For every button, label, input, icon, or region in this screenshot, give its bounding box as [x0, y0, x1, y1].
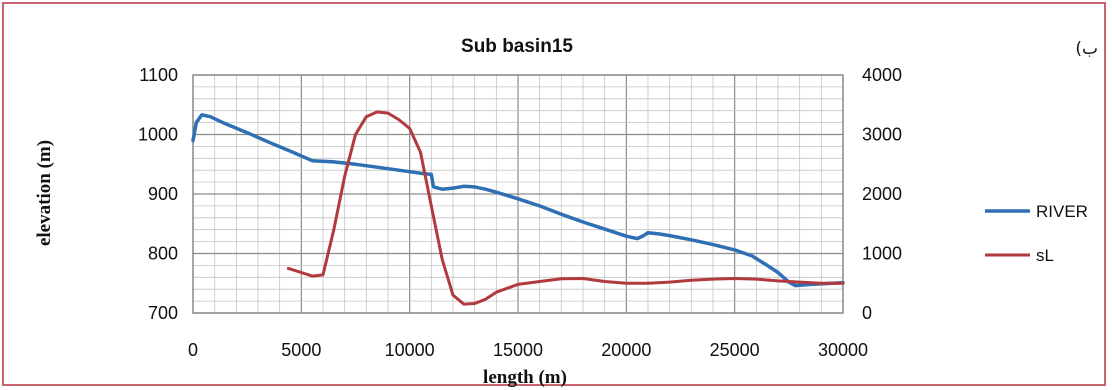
- y2-tick-label: 0: [862, 303, 872, 323]
- x-tick-label: 20000: [601, 340, 651, 360]
- corner-label: (ب: [1075, 39, 1098, 59]
- y2-tick-label: 4000: [862, 65, 902, 85]
- x-tick-label: 15000: [493, 340, 543, 360]
- tick-labels: 0 5000 10000 15000 20000 25000 300007008009001…: [138, 65, 902, 360]
- chart-title: Sub basin15: [461, 36, 573, 57]
- y-tick-label: 800: [148, 244, 178, 264]
- y2-tick-label: 1000: [862, 244, 902, 264]
- y-axis-label: elevation (m): [34, 140, 55, 246]
- y-tick-label: 700: [148, 303, 178, 323]
- plot-area-border: [192, 74, 844, 314]
- x-axis-label: length (m): [483, 367, 567, 388]
- y-tick-label: 1100: [139, 65, 178, 85]
- series-line-river: [191, 113, 845, 288]
- y-tick-label: 1000: [138, 125, 178, 145]
- x-tick-label: 30000: [818, 340, 868, 360]
- y2-tick-label: 2000: [862, 184, 902, 204]
- series-lines: [191, 110, 845, 306]
- legend: RIVER sL: [985, 202, 1088, 265]
- series-line-sl: [286, 110, 845, 306]
- x-tick-label: 25000: [710, 340, 760, 360]
- legend-label-sl: sL: [1036, 246, 1054, 265]
- legend-label-river: RIVER: [1036, 202, 1088, 221]
- y-tick-label: 900: [148, 184, 178, 204]
- x-tick-label: 0: [188, 340, 198, 360]
- x-tick-label: 10000: [385, 340, 435, 360]
- y2-tick-label: 3000: [862, 125, 902, 145]
- x-tick-label: 5000: [281, 340, 321, 360]
